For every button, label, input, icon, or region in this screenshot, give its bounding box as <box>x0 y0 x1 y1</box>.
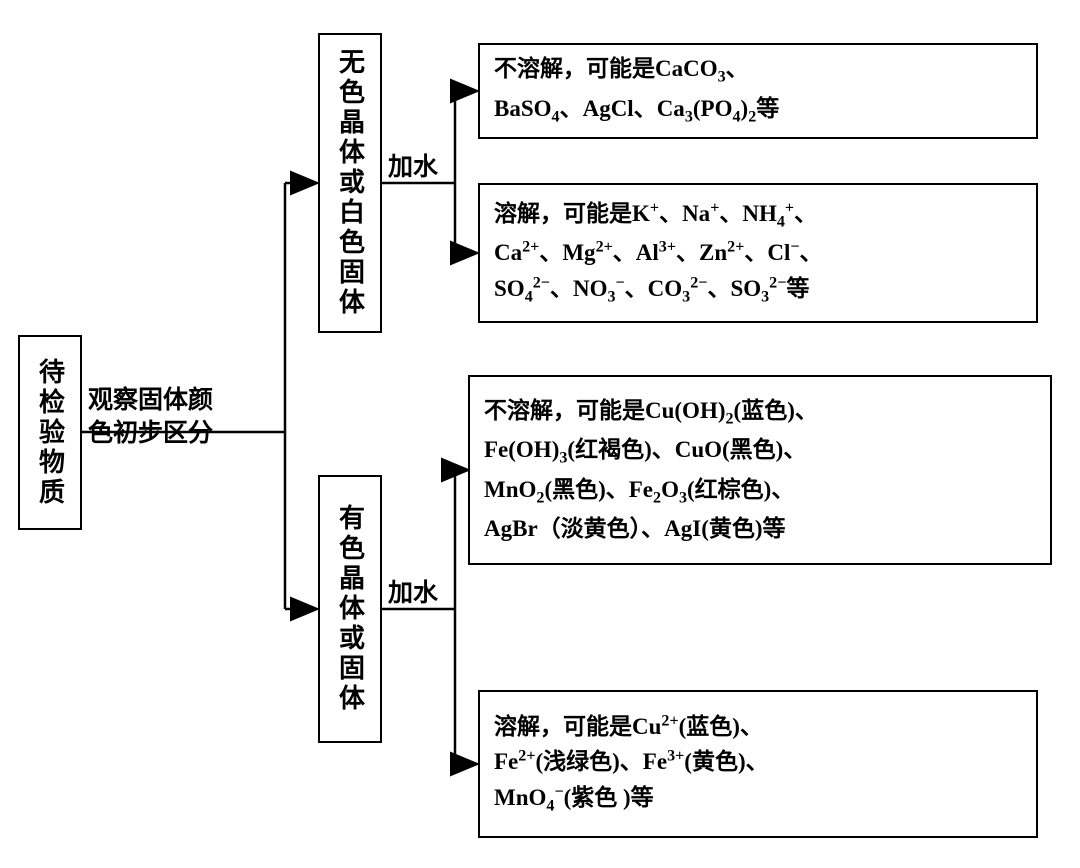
branch2-label: 有色晶体或固体 <box>332 504 369 714</box>
node-branch-colored: 有色晶体或固体 <box>318 475 382 743</box>
out3-text: 不溶解，可能是Cu(OH)2(蓝色)、Fe(OH)3(红褐色)、CuO(黑色)、… <box>484 393 818 547</box>
branch1-label: 无色晶体或白色固体 <box>332 48 369 318</box>
node-out1-insoluble-colorless: 不溶解，可能是CaCO3、BaSO4、AgCl、Ca3(PO4)2等 <box>478 43 1038 139</box>
node-branch-colorless: 无色晶体或白色固体 <box>318 33 382 333</box>
node-root: 待检验物质 <box>18 335 82 530</box>
out1-text: 不溶解，可能是CaCO3、BaSO4、AgCl、Ca3(PO4)2等 <box>494 51 779 130</box>
label-observe: 观察固体颜 色初步区分 <box>88 385 213 450</box>
node-root-label: 待检验物质 <box>32 358 69 508</box>
node-out3-insoluble-colored: 不溶解，可能是Cu(OH)2(蓝色)、Fe(OH)3(红褐色)、CuO(黑色)、… <box>468 375 1052 565</box>
node-out2-soluble-colorless: 溶解，可能是K+、Na+、NH4+、Ca2+、Mg2+、Al3+、Zn2+、Cl… <box>478 183 1038 323</box>
node-out4-soluble-colored: 溶解，可能是Cu2+(蓝色)、Fe2+(浅绿色)、Fe3+(黄色)、MnO4−(… <box>478 690 1038 838</box>
label-water-2: 加水 <box>388 578 438 611</box>
out4-text: 溶解，可能是Cu2+(蓝色)、Fe2+(浅绿色)、Fe3+(黄色)、MnO4−(… <box>494 709 769 820</box>
label-water-1: 加水 <box>388 152 438 185</box>
out2-text: 溶解，可能是K+、Na+、NH4+、Ca2+、Mg2+、Al3+、Zn2+、Cl… <box>494 196 823 311</box>
